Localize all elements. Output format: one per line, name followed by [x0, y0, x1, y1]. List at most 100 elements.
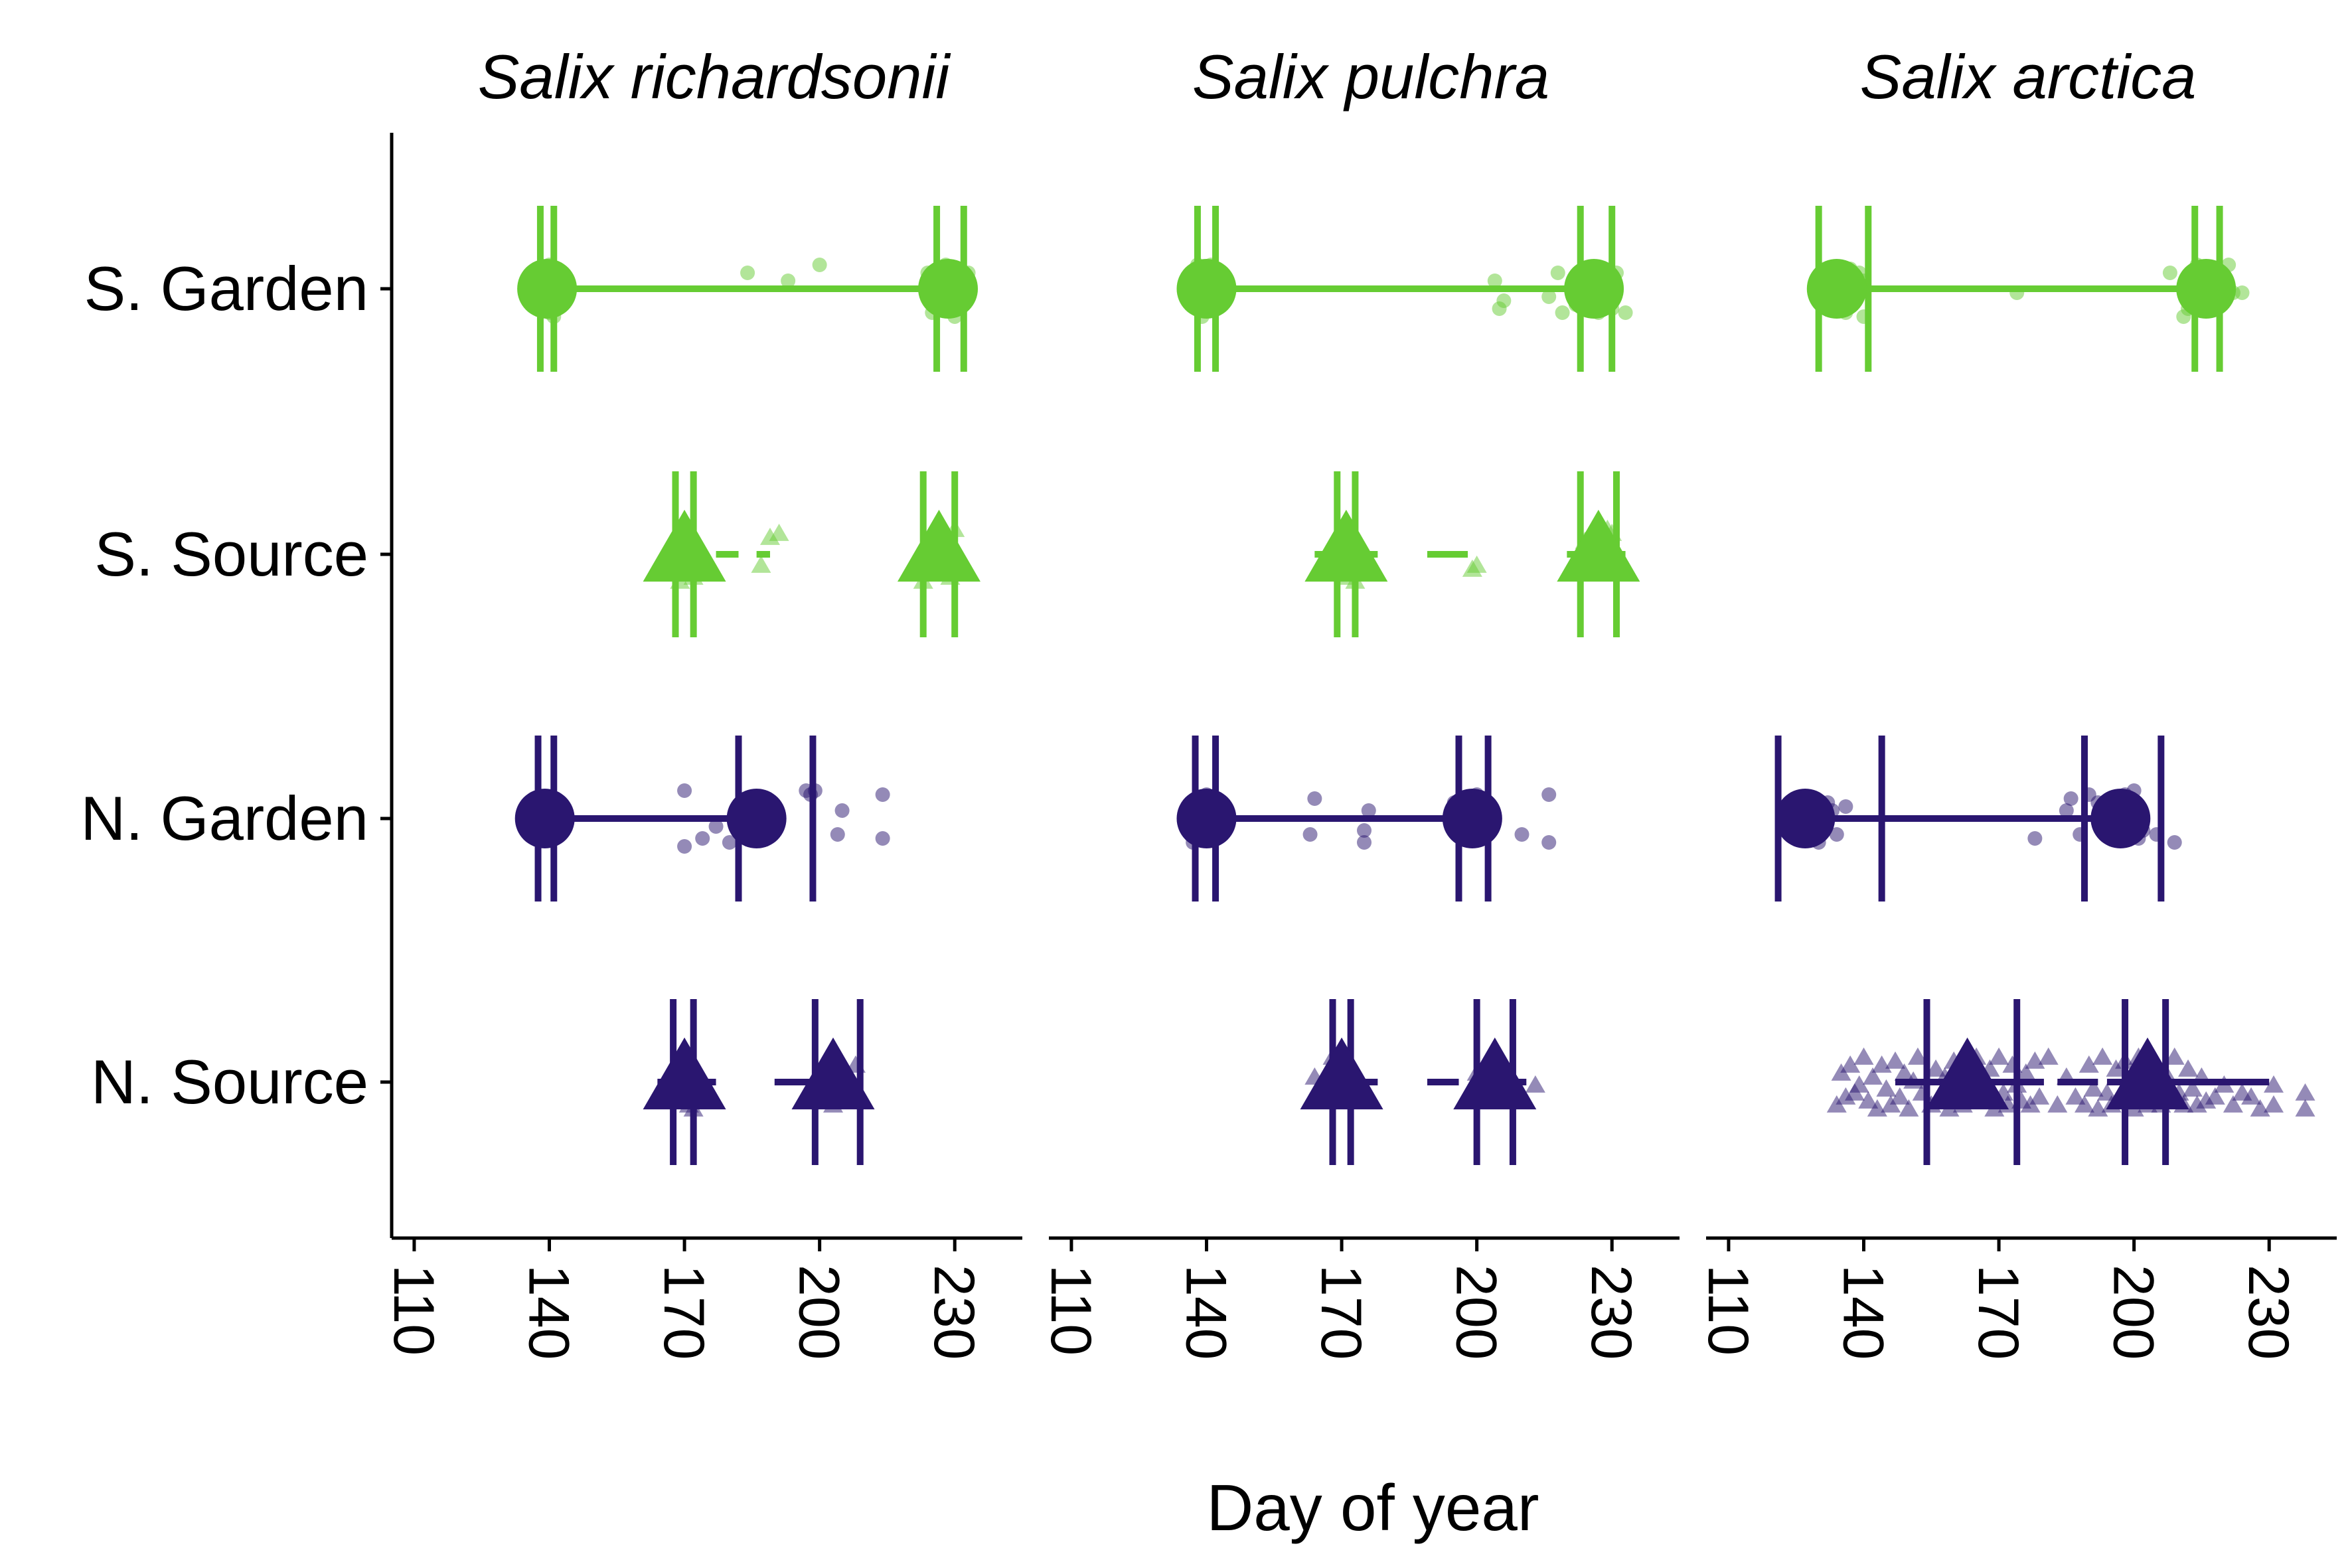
x-tick-label: 140	[1832, 1265, 1895, 1360]
data-point	[1550, 266, 1565, 280]
mean-marker	[726, 789, 787, 848]
data-point	[2029, 1087, 2050, 1105]
data-point	[2027, 831, 2043, 846]
mean-marker	[1926, 1037, 2009, 1110]
data-point	[1357, 835, 1372, 850]
data-point	[2092, 1047, 2113, 1065]
data-point	[1840, 1055, 1861, 1073]
data-group	[1304, 471, 1640, 637]
data-point	[812, 258, 827, 272]
data-point	[1894, 1063, 1915, 1081]
data-point	[2295, 1083, 2315, 1101]
mean-marker	[1453, 1037, 1537, 1110]
x-tick-label: 140	[517, 1265, 581, 1360]
data-point	[2083, 1079, 2104, 1097]
data-point	[1541, 787, 1557, 802]
facet-panel	[1176, 206, 1640, 1165]
data-point	[875, 831, 890, 846]
data-point	[1863, 1067, 1883, 1085]
data-group	[517, 206, 979, 372]
mean-marker	[1564, 259, 1624, 319]
data-group	[1826, 999, 2315, 1165]
data-point	[2162, 266, 2177, 280]
mean-marker	[643, 1037, 726, 1110]
data-point	[1889, 1087, 1910, 1105]
mean-marker	[918, 259, 979, 319]
data-point	[2241, 1087, 2262, 1105]
x-tick-label: 110	[1039, 1265, 1103, 1356]
x-tick-label: 170	[1309, 1265, 1373, 1360]
axes: 110 140 170 200 230 110 140 170 200 230 110 140 170 2…	[380, 133, 2337, 1360]
data-point	[1525, 1075, 1545, 1093]
data-point	[1618, 305, 1633, 320]
data-point	[2167, 835, 2182, 850]
facet-panel	[514, 206, 980, 1165]
x-tick-label: 230	[922, 1265, 986, 1360]
mean-marker	[517, 259, 578, 319]
mean-marker	[897, 509, 980, 582]
data-point	[1307, 791, 1322, 806]
data-point	[1466, 555, 1487, 573]
mean-marker	[2176, 259, 2236, 319]
mean-marker	[2090, 789, 2151, 848]
mean-marker	[1806, 259, 1867, 319]
data-point	[1541, 835, 1557, 850]
data-point	[740, 266, 755, 280]
data-point	[1361, 803, 1376, 818]
y-tick-label: S. Source	[94, 519, 368, 589]
data-point	[1555, 305, 1570, 320]
data-point	[2178, 1059, 2199, 1077]
data-point	[1926, 1059, 1946, 1077]
mean-marker	[1176, 259, 1237, 319]
data-group	[1774, 736, 2182, 902]
data-point	[2015, 1063, 2036, 1081]
data-point	[1496, 293, 1512, 308]
mean-marker	[1300, 1037, 1383, 1110]
data-point	[695, 831, 710, 846]
facet-title: Salix richardsonii	[478, 42, 951, 112]
data-point	[2182, 1079, 2203, 1097]
data-point	[1541, 289, 1557, 304]
data-point	[2065, 1087, 2086, 1105]
data-point	[1357, 823, 1372, 838]
data-group	[1176, 736, 1557, 902]
data-point	[1849, 1075, 1869, 1093]
y-tick-label: S. Garden	[84, 254, 368, 323]
x-tick-label: 200	[2102, 1265, 2165, 1360]
x-tick-label: 140	[1174, 1265, 1238, 1360]
data-point	[2164, 1047, 2185, 1065]
mean-marker	[1176, 789, 1237, 848]
facet-panel	[1774, 206, 2315, 1165]
data-point	[1514, 827, 1529, 842]
data-point	[2063, 791, 2078, 806]
data-group	[643, 471, 980, 637]
mean-marker	[643, 509, 726, 582]
data-point	[2264, 1075, 2284, 1093]
data-point	[2059, 803, 2074, 818]
data-point	[781, 274, 796, 288]
y-tick-label: N. Source	[91, 1047, 368, 1117]
data-point	[2078, 1055, 2099, 1073]
data-point	[677, 839, 692, 854]
data-point	[2047, 1095, 2068, 1113]
data-point	[1829, 827, 1844, 842]
data-point	[1853, 1047, 1874, 1065]
panels	[514, 206, 2315, 1165]
data-point	[2075, 1095, 2094, 1113]
x-tick-label: 110	[1696, 1265, 1760, 1356]
x-tick-label: 230	[1579, 1265, 1643, 1360]
mean-marker	[1557, 509, 1640, 582]
x-tick-label: 230	[2236, 1265, 2300, 1360]
data-point	[769, 523, 789, 541]
data-point	[2234, 285, 2250, 300]
x-tick-label: 170	[652, 1265, 716, 1360]
data-point	[722, 835, 737, 850]
data-point	[708, 819, 724, 834]
mean-marker	[1304, 509, 1388, 582]
x-tick-label: 170	[1966, 1265, 2030, 1360]
data-point	[830, 827, 845, 842]
data-point	[1838, 799, 1853, 814]
data-group	[1176, 206, 1633, 372]
data-point	[1302, 827, 1318, 842]
